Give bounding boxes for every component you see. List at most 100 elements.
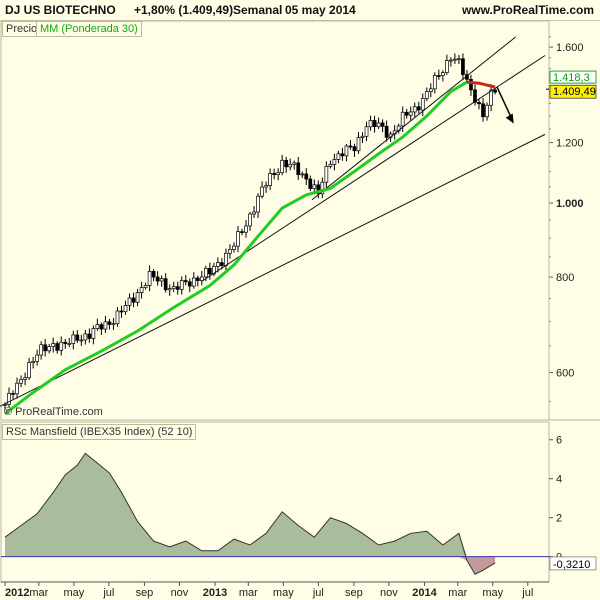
candle	[119, 310, 124, 313]
candle	[264, 185, 268, 188]
rsc-positive-area	[5, 453, 496, 557]
time-tick-label: sep	[136, 587, 154, 599]
time-tick-label: jul	[312, 587, 324, 599]
ma-value-tag: 1.418,3	[549, 70, 597, 84]
time-tick-label: jul	[521, 587, 533, 599]
price-tick-label: 600	[556, 368, 574, 380]
candle	[276, 172, 281, 175]
candle	[31, 360, 35, 363]
candle	[489, 89, 493, 106]
candle	[191, 277, 196, 287]
candle	[11, 393, 15, 395]
price-tick-label: 1.000	[556, 198, 584, 210]
candle	[79, 339, 84, 342]
candle	[248, 213, 252, 227]
candle	[461, 58, 465, 75]
chart-header: DJ US BIOTECHNO +1,80% (1.409,49) Semana…	[0, 0, 600, 21]
candle	[288, 164, 293, 168]
candle	[457, 58, 461, 61]
time-tick-label: mar	[29, 587, 48, 599]
candle	[328, 164, 333, 167]
time-tick-label: mar	[448, 587, 467, 599]
time-tick-label: may	[482, 587, 503, 599]
candle	[87, 333, 92, 339]
price-tick-label: 800	[556, 272, 574, 284]
candle	[449, 59, 453, 62]
rsc-panel: 0246-0,3210	[0, 421, 597, 583]
rsc-line	[4, 452, 496, 575]
candle	[131, 297, 136, 303]
time-tick-label: may	[63, 587, 84, 599]
candle	[155, 276, 160, 282]
candle	[300, 173, 305, 176]
candle	[376, 122, 381, 128]
candle	[212, 266, 216, 275]
candle	[244, 225, 248, 233]
candle	[135, 292, 140, 303]
candle	[63, 341, 68, 344]
candle	[477, 102, 481, 105]
candle	[115, 310, 120, 325]
candle	[99, 324, 104, 330]
candle	[332, 159, 337, 165]
candle	[123, 305, 128, 313]
price-tick-label: 1.200	[556, 138, 584, 150]
candle	[469, 79, 473, 91]
candle	[143, 285, 148, 288]
candle	[432, 75, 437, 90]
ma-tag-text: 1.418,3	[553, 72, 590, 84]
symbol-title: DJ US BIOTECHNO	[5, 3, 116, 17]
candle	[179, 280, 184, 290]
candle	[436, 75, 441, 77]
trendline-mid	[201, 55, 546, 282]
candle	[216, 262, 220, 267]
candle	[428, 88, 433, 92]
candle	[304, 173, 309, 180]
candle	[39, 344, 44, 356]
candle	[252, 211, 256, 215]
candle	[493, 89, 497, 93]
candle	[356, 137, 361, 152]
candle	[260, 186, 264, 197]
candle	[43, 344, 48, 352]
candle	[127, 297, 132, 306]
candle	[67, 343, 72, 345]
price-panel: 600 800 1.000 1.200 1.600 1.418,3 1.409,49	[0, 20, 600, 421]
candle	[224, 252, 228, 266]
rsc-value-tag: -0,3210	[549, 556, 597, 571]
candle	[75, 334, 80, 341]
candle	[240, 231, 244, 233]
candle	[272, 173, 276, 175]
time-tick-label: 2014	[412, 587, 437, 599]
candle	[175, 286, 180, 290]
candle	[51, 343, 56, 347]
candle	[364, 126, 369, 137]
time-tick-label: nov	[171, 587, 189, 599]
candle	[344, 145, 349, 157]
arrowhead-icon	[505, 113, 514, 124]
time-tick-label: 2013	[203, 587, 227, 599]
candle	[171, 286, 176, 289]
candle	[348, 145, 353, 148]
rsc-tag-text: -0,3210	[553, 559, 590, 571]
candle	[380, 122, 385, 127]
candle	[420, 98, 425, 111]
candle	[167, 288, 172, 291]
rsc-negative-area	[5, 556, 496, 575]
candle	[372, 120, 377, 128]
candle	[228, 249, 232, 254]
date-label: 05 may 2014	[285, 3, 356, 17]
candle	[55, 343, 60, 351]
candle	[183, 280, 188, 283]
candle	[83, 333, 88, 341]
candle	[95, 324, 100, 329]
time-tick-label: nov	[380, 587, 398, 599]
candle	[208, 268, 212, 275]
candle	[296, 162, 301, 175]
candle	[416, 106, 421, 111]
candle	[91, 328, 96, 339]
rsc-tick-label: 4	[556, 474, 562, 486]
candle	[308, 178, 313, 189]
candle	[15, 382, 19, 395]
candle	[268, 173, 272, 186]
